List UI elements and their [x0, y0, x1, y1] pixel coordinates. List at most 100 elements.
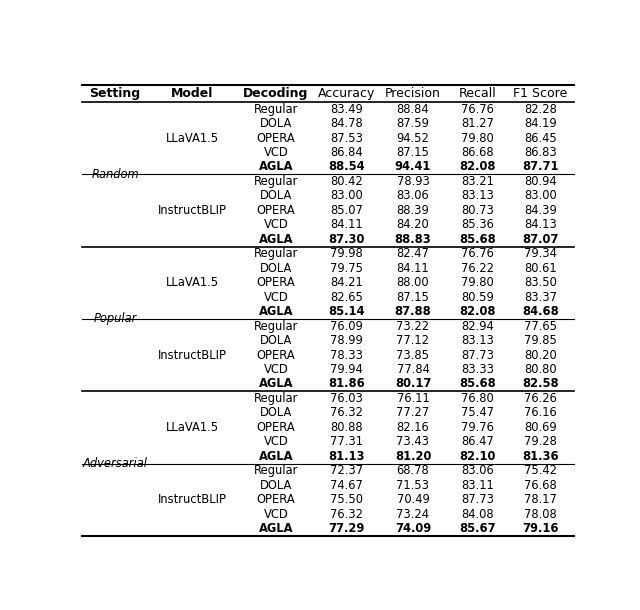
Text: 88.84: 88.84 — [397, 102, 429, 115]
Text: AGLA: AGLA — [259, 522, 293, 535]
Text: OPERA: OPERA — [257, 204, 296, 217]
Text: 76.68: 76.68 — [524, 479, 557, 492]
Text: VCD: VCD — [264, 363, 289, 376]
Text: DOLA: DOLA — [260, 117, 292, 130]
Text: LLaVA1.5: LLaVA1.5 — [166, 421, 219, 434]
Text: 84.21: 84.21 — [330, 276, 363, 289]
Text: 83.13: 83.13 — [461, 334, 494, 347]
Text: 87.73: 87.73 — [461, 348, 494, 362]
Text: 88.00: 88.00 — [397, 276, 429, 289]
Text: 75.50: 75.50 — [330, 493, 363, 506]
Text: 79.75: 79.75 — [330, 262, 363, 274]
Text: 79.80: 79.80 — [461, 132, 493, 145]
Text: 76.80: 76.80 — [461, 392, 493, 405]
Text: 77.65: 77.65 — [524, 320, 557, 332]
Text: DOLA: DOLA — [260, 479, 292, 492]
Text: VCD: VCD — [264, 290, 289, 304]
Text: 86.45: 86.45 — [524, 132, 557, 145]
Text: OPERA: OPERA — [257, 493, 296, 506]
Text: OPERA: OPERA — [257, 348, 296, 362]
Text: OPERA: OPERA — [257, 276, 296, 289]
Text: 78.93: 78.93 — [397, 175, 429, 188]
Text: F1 Score: F1 Score — [513, 87, 568, 100]
Text: Setting: Setting — [90, 87, 141, 100]
Text: 83.06: 83.06 — [461, 464, 493, 477]
Text: 77.29: 77.29 — [328, 522, 365, 535]
Text: 84.11: 84.11 — [397, 262, 429, 274]
Text: Regular: Regular — [254, 464, 298, 477]
Text: Adversarial: Adversarial — [83, 457, 148, 470]
Text: AGLA: AGLA — [259, 378, 293, 390]
Text: 83.13: 83.13 — [461, 189, 494, 203]
Text: 84.78: 84.78 — [330, 117, 363, 130]
Text: 84.08: 84.08 — [461, 508, 493, 521]
Text: 85.07: 85.07 — [330, 204, 363, 217]
Text: 79.34: 79.34 — [524, 247, 557, 260]
Text: 77.31: 77.31 — [330, 436, 363, 448]
Text: 74.67: 74.67 — [330, 479, 363, 492]
Text: VCD: VCD — [264, 436, 289, 448]
Text: Recall: Recall — [458, 87, 496, 100]
Text: 75.47: 75.47 — [461, 406, 494, 420]
Text: 74.09: 74.09 — [395, 522, 431, 535]
Text: 73.22: 73.22 — [396, 320, 429, 332]
Text: 80.20: 80.20 — [524, 348, 557, 362]
Text: 83.00: 83.00 — [524, 189, 557, 203]
Text: DOLA: DOLA — [260, 406, 292, 420]
Text: 68.78: 68.78 — [397, 464, 429, 477]
Text: 81.20: 81.20 — [395, 450, 431, 463]
Text: 79.76: 79.76 — [461, 421, 494, 434]
Text: 81.86: 81.86 — [328, 378, 365, 390]
Text: AGLA: AGLA — [259, 233, 293, 246]
Text: 76.03: 76.03 — [330, 392, 363, 405]
Text: 94.41: 94.41 — [395, 160, 431, 173]
Text: 79.28: 79.28 — [524, 436, 557, 448]
Text: Regular: Regular — [254, 175, 298, 188]
Text: Accuracy: Accuracy — [317, 87, 375, 100]
Text: 80.61: 80.61 — [524, 262, 557, 274]
Text: 87.30: 87.30 — [328, 233, 365, 246]
Text: 82.10: 82.10 — [459, 450, 495, 463]
Text: 78.99: 78.99 — [330, 334, 363, 347]
Text: 80.88: 80.88 — [330, 421, 363, 434]
Text: 76.26: 76.26 — [524, 392, 557, 405]
Text: 87.88: 87.88 — [395, 305, 431, 318]
Text: 82.65: 82.65 — [330, 290, 363, 304]
Text: 80.17: 80.17 — [395, 378, 431, 390]
Text: 87.71: 87.71 — [522, 160, 559, 173]
Text: VCD: VCD — [264, 218, 289, 231]
Text: Precision: Precision — [385, 87, 441, 100]
Text: 71.53: 71.53 — [396, 479, 429, 492]
Text: 79.94: 79.94 — [330, 363, 363, 376]
Text: VCD: VCD — [264, 508, 289, 521]
Text: 87.73: 87.73 — [461, 493, 494, 506]
Text: InstructBLIP: InstructBLIP — [158, 204, 227, 217]
Text: 94.52: 94.52 — [397, 132, 429, 145]
Text: 76.32: 76.32 — [330, 406, 363, 420]
Text: 80.59: 80.59 — [461, 290, 493, 304]
Text: 73.43: 73.43 — [396, 436, 429, 448]
Text: 88.83: 88.83 — [395, 233, 431, 246]
Text: AGLA: AGLA — [259, 450, 293, 463]
Text: 76.32: 76.32 — [330, 508, 363, 521]
Text: 76.76: 76.76 — [461, 102, 494, 115]
Text: 83.49: 83.49 — [330, 102, 363, 115]
Text: 83.21: 83.21 — [461, 175, 494, 188]
Text: DOLA: DOLA — [260, 262, 292, 274]
Text: VCD: VCD — [264, 146, 289, 159]
Text: 72.37: 72.37 — [330, 464, 363, 477]
Text: 87.15: 87.15 — [397, 290, 429, 304]
Text: InstructBLIP: InstructBLIP — [158, 348, 227, 362]
Text: 79.85: 79.85 — [524, 334, 557, 347]
Text: 80.69: 80.69 — [524, 421, 557, 434]
Text: 87.59: 87.59 — [397, 117, 429, 130]
Text: 82.58: 82.58 — [522, 378, 559, 390]
Text: 76.22: 76.22 — [461, 262, 494, 274]
Text: 86.47: 86.47 — [461, 436, 493, 448]
Text: AGLA: AGLA — [259, 160, 293, 173]
Text: 80.73: 80.73 — [461, 204, 494, 217]
Text: 88.39: 88.39 — [397, 204, 429, 217]
Text: Decoding: Decoding — [243, 87, 308, 100]
Text: DOLA: DOLA — [260, 334, 292, 347]
Text: 83.33: 83.33 — [461, 363, 494, 376]
